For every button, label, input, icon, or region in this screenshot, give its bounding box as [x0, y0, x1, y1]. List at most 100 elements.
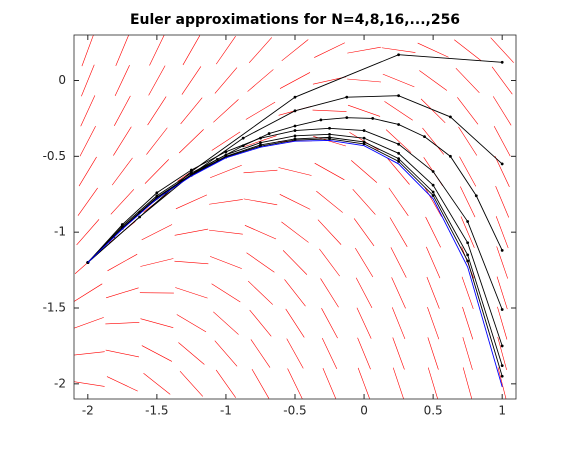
field-segment [317, 219, 342, 245]
series-marker [466, 259, 470, 263]
series-marker [345, 95, 349, 99]
field-segment [214, 340, 238, 367]
field-segment [244, 135, 277, 147]
y-tick-label: -2 [54, 376, 66, 390]
field-segment [215, 369, 236, 398]
field-segment [460, 216, 475, 248]
field-segment [174, 260, 209, 265]
field-segment [347, 46, 381, 54]
series-marker [328, 137, 331, 141]
field-segment [384, 101, 413, 121]
field-segment [78, 156, 97, 187]
field-segment [286, 338, 304, 369]
field-segment [392, 337, 405, 370]
field-segment [347, 104, 381, 117]
field-segment [314, 42, 345, 58]
field-segment [180, 97, 203, 125]
field-segment [496, 246, 508, 279]
series-marker [293, 95, 297, 99]
field-segment [243, 169, 278, 174]
series-marker [474, 194, 478, 198]
y-tick-label: -0.5 [43, 149, 66, 163]
field-segment [462, 367, 473, 399]
field-segment [215, 36, 236, 65]
y-tick-label: 0 [58, 73, 66, 87]
field-segment [497, 306, 508, 340]
field-segment [178, 129, 204, 154]
field-segment [457, 97, 479, 125]
field-segment [387, 158, 410, 185]
field-segment [282, 250, 308, 275]
series-marker [431, 190, 435, 194]
series-marker [431, 170, 435, 173]
field-segment [284, 279, 306, 307]
field-segment [459, 156, 477, 187]
field-segment [424, 186, 442, 217]
field-segment [281, 39, 309, 62]
series-marker [397, 123, 400, 126]
field-segment [140, 258, 174, 267]
series-marker [362, 136, 366, 140]
field-segment [105, 322, 140, 325]
series-marker [500, 364, 504, 368]
series-marker [500, 162, 504, 166]
series-marker [431, 183, 435, 187]
field-segment [281, 221, 309, 243]
field-segment [279, 72, 311, 89]
field-segment [248, 37, 273, 64]
field-segment [320, 278, 339, 308]
x-tick-label: -1 [220, 404, 232, 418]
field-segment [214, 67, 238, 94]
field-segment [388, 187, 409, 216]
field-segment [143, 373, 171, 395]
field-segment [390, 247, 407, 278]
series-marker [397, 142, 400, 146]
chart-title: Euler approximations for N=4,8,16,...,25… [130, 12, 460, 28]
series-marker [466, 241, 470, 245]
series-marker [293, 124, 297, 128]
field-segment [182, 35, 201, 66]
field-segment [381, 47, 416, 53]
field-segment [141, 345, 173, 362]
field-segment [149, 35, 165, 66]
x-tick-label: -2 [82, 404, 94, 418]
series-marker [293, 134, 297, 138]
field-segment [493, 126, 511, 157]
series-marker [319, 118, 323, 122]
series-marker [448, 154, 452, 158]
field-segment [460, 186, 476, 218]
field-segment [322, 368, 337, 399]
field-segment [74, 351, 105, 356]
field-segment [213, 311, 239, 335]
series-marker [362, 140, 366, 144]
field-segment [279, 194, 311, 210]
field-segment [492, 96, 512, 126]
field-segment [385, 129, 412, 153]
series-marker [224, 150, 228, 154]
field-segment [74, 283, 103, 302]
field-segment [392, 367, 404, 399]
x-tick-label: 0 [360, 404, 368, 418]
field-segment [352, 188, 376, 215]
field-segment [347, 78, 382, 83]
series-marker [293, 129, 297, 132]
series-marker [259, 136, 262, 140]
field-segment [113, 126, 132, 156]
field-segment [213, 99, 239, 123]
y-tick-label: -1 [54, 225, 66, 239]
field-segment [247, 280, 273, 305]
field-segment [179, 371, 204, 397]
field-segment [382, 73, 415, 88]
field-segment [391, 277, 406, 309]
series-marker [155, 191, 159, 195]
series-marker [397, 151, 400, 155]
field-segment [176, 314, 207, 333]
series-marker [500, 248, 504, 252]
series-marker [431, 194, 435, 197]
series-marker [328, 132, 331, 136]
field-segment [146, 127, 168, 155]
field-segment [462, 337, 473, 370]
series-marker [397, 94, 400, 98]
field-segment [357, 337, 371, 370]
